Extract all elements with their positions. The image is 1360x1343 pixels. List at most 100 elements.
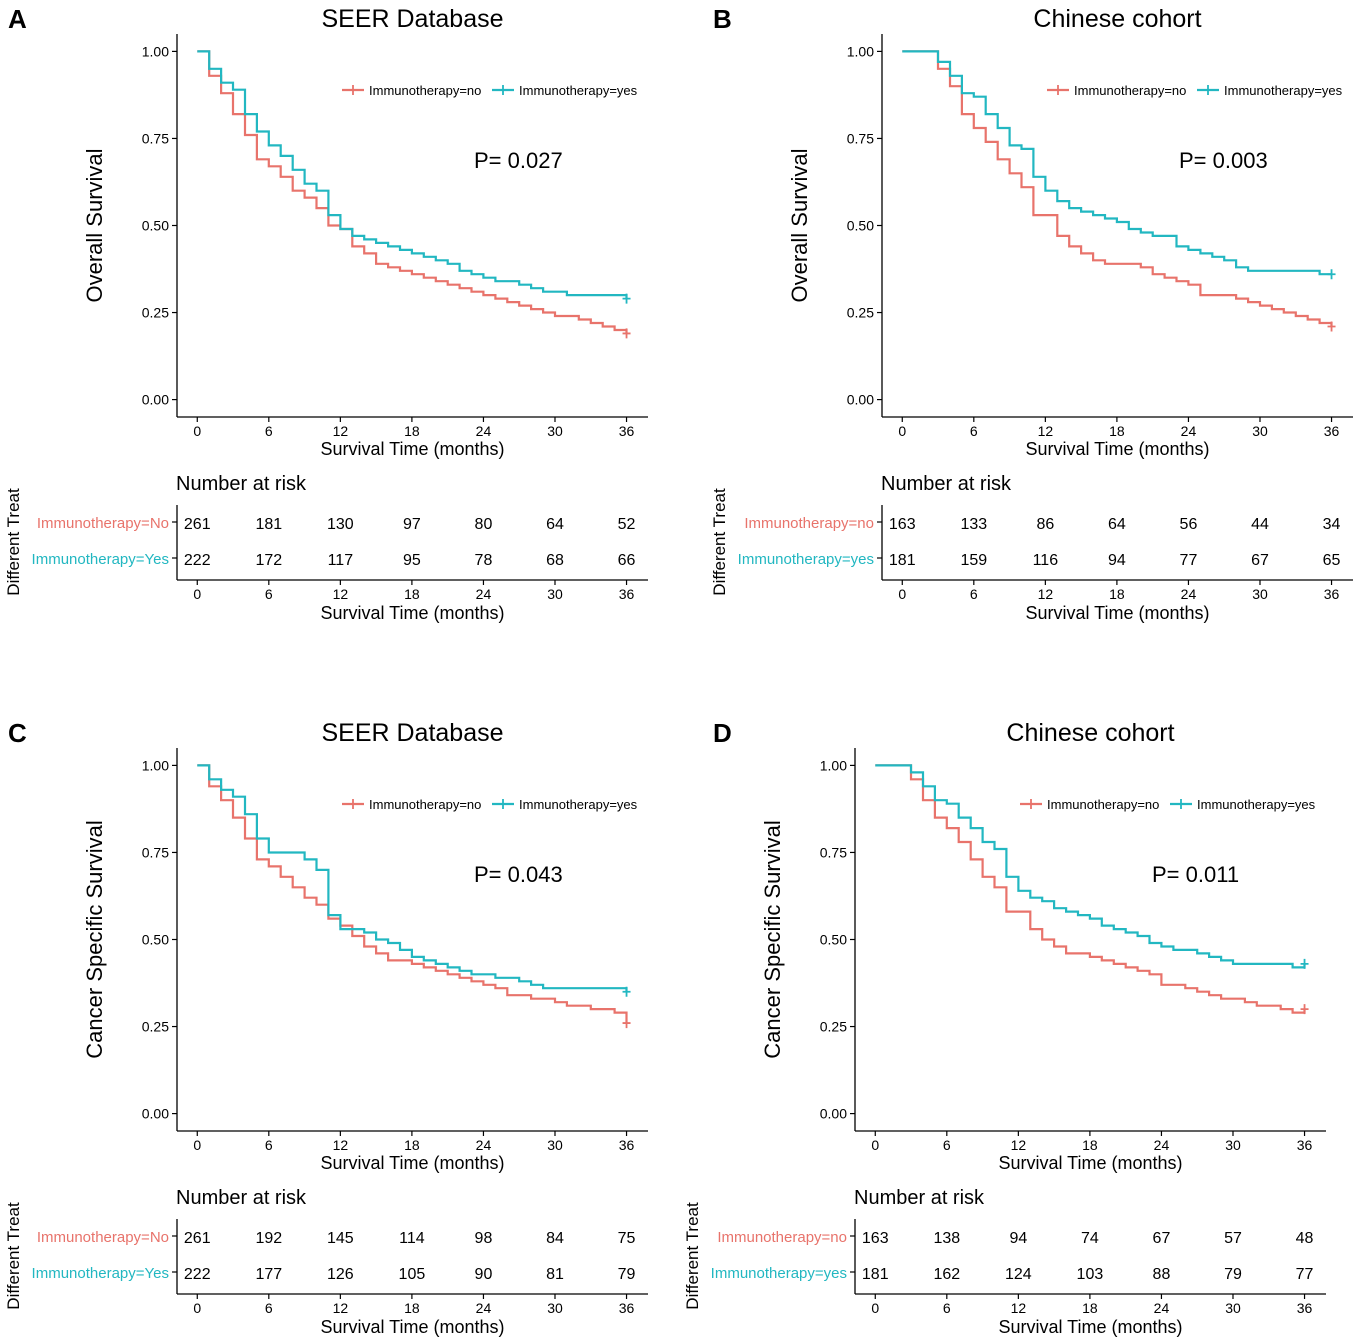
panel-label: D [713, 718, 732, 748]
risk-row-label-no: Immunotherapy=No [37, 515, 169, 532]
censor-mark-no [622, 1018, 631, 1029]
x-tick-label: 0 [193, 423, 201, 439]
risk-x-tick-label: 24 [476, 1300, 492, 1316]
y-axis-label: Cancer Specific Survival [760, 820, 785, 1058]
y-tick-label: 0.50 [820, 932, 847, 948]
risk-x-tick-label: 12 [1011, 1300, 1027, 1316]
x-tick-label: 30 [547, 1137, 563, 1153]
x-tick-label: 30 [547, 423, 563, 439]
survival-curve-no [902, 50, 1333, 327]
risk-count: 222 [184, 552, 211, 569]
survival-curve-yes [875, 764, 1306, 969]
risk-table-y-label: Different Treat [4, 1202, 23, 1310]
panel-c: C SEER Database 0.00 0.25 0.50 0.75 1.00 0 6 12 18… [4, 718, 648, 1337]
x-tick-label: 6 [265, 423, 273, 439]
y-tick-label: 0.25 [142, 305, 169, 321]
chart-title: Chinese cohort [1006, 719, 1174, 747]
risk-x-tick-label: 6 [943, 1300, 951, 1316]
y-axis-label: Overall Survival [787, 148, 812, 302]
risk-count: 79 [618, 1266, 636, 1283]
risk-x-tick-label: 18 [1082, 1300, 1098, 1316]
y-tick-label: 0.00 [820, 1106, 847, 1122]
risk-count: 192 [255, 1230, 282, 1247]
y-tick-label: 0.50 [847, 218, 874, 234]
risk-row-label-yes: Immunotherapy=yes [711, 1265, 847, 1282]
x-tick-label: 24 [1181, 423, 1197, 439]
risk-count: 80 [475, 516, 493, 533]
risk-x-tick-label: 12 [333, 586, 349, 602]
legend-label: Immunotherapy=yes [1197, 797, 1316, 812]
risk-x-tick-label: 18 [404, 1300, 420, 1316]
risk-count: 163 [862, 1230, 889, 1247]
risk-x-tick-label: 6 [970, 586, 978, 602]
risk-count: 77 [1180, 552, 1198, 569]
risk-count: 97 [403, 516, 421, 533]
risk-x-axis-label: Survival Time (months) [320, 603, 504, 623]
risk-count: 261 [184, 516, 211, 533]
legend-label: Immunotherapy=yes [519, 83, 638, 98]
risk-row-label-yes: Immunotherapy=Yes [32, 1265, 169, 1282]
risk-table-y-label: Different Treat [4, 488, 23, 596]
risk-x-tick-label: 30 [547, 586, 563, 602]
risk-count: 67 [1251, 552, 1269, 569]
risk-count: 34 [1323, 516, 1341, 533]
risk-x-axis-label: Survival Time (months) [320, 1317, 504, 1337]
risk-count: 94 [1108, 552, 1126, 569]
risk-count: 124 [1005, 1266, 1032, 1283]
risk-x-tick-label: 36 [619, 586, 635, 602]
risk-count: 67 [1153, 1230, 1171, 1247]
legend-label: Immunotherapy=no [369, 83, 481, 98]
risk-x-tick-label: 12 [333, 1300, 349, 1316]
chart-title: SEER Database [321, 719, 503, 747]
risk-count: 44 [1251, 516, 1269, 533]
y-tick-label: 0.25 [847, 305, 874, 321]
risk-count: 117 [328, 552, 354, 569]
risk-count: 133 [960, 516, 987, 533]
y-axis-label: Cancer Specific Survival [82, 820, 107, 1058]
risk-x-tick-label: 6 [265, 586, 273, 602]
censor-mark-no [1300, 1004, 1309, 1015]
y-tick-label: 0.75 [142, 844, 169, 860]
x-tick-label: 6 [943, 1137, 951, 1153]
x-tick-label: 36 [619, 423, 635, 439]
y-tick-label: 0.75 [142, 130, 169, 146]
y-tick-label: 0.75 [847, 130, 874, 146]
risk-x-tick-label: 24 [1154, 1300, 1170, 1316]
survival-curve-yes [197, 764, 628, 992]
censor-mark-yes [1300, 958, 1309, 969]
risk-count: 75 [618, 1230, 636, 1247]
risk-table-title: Number at risk [881, 473, 1012, 495]
y-tick-label: 1.00 [142, 43, 169, 59]
risk-table-y-label: Different Treat [683, 1202, 702, 1310]
risk-count: 181 [862, 1266, 889, 1283]
risk-count: 138 [933, 1230, 960, 1247]
panel-label: B [713, 4, 732, 34]
y-tick-label: 0.00 [142, 392, 169, 408]
x-axis-label: Survival Time (months) [320, 1153, 504, 1173]
risk-count: 95 [403, 552, 421, 569]
risk-count: 163 [889, 516, 916, 533]
legend-label: Immunotherapy=no [369, 797, 481, 812]
risk-x-tick-label: 18 [1109, 586, 1125, 602]
x-tick-label: 12 [1011, 1137, 1027, 1153]
risk-x-tick-label: 30 [1225, 1300, 1241, 1316]
x-axis-label: Survival Time (months) [998, 1153, 1182, 1173]
censor-mark-yes [622, 293, 631, 304]
risk-count: 56 [1180, 516, 1198, 533]
y-tick-label: 1.00 [142, 757, 169, 773]
risk-count: 181 [889, 552, 916, 569]
risk-table-title: Number at risk [854, 1187, 985, 1209]
risk-count: 78 [475, 552, 493, 569]
survival-curve-no [197, 50, 628, 334]
risk-count: 130 [327, 516, 354, 533]
risk-table-title: Number at risk [176, 473, 307, 495]
risk-count: 64 [546, 516, 564, 533]
risk-count: 177 [255, 1266, 282, 1283]
risk-count: 90 [475, 1266, 493, 1283]
legend-label: Immunotherapy=no [1047, 797, 1159, 812]
x-tick-label: 36 [1324, 423, 1340, 439]
risk-count: 84 [546, 1230, 564, 1247]
x-tick-label: 12 [333, 1137, 349, 1153]
y-tick-label: 0.25 [820, 1019, 847, 1035]
